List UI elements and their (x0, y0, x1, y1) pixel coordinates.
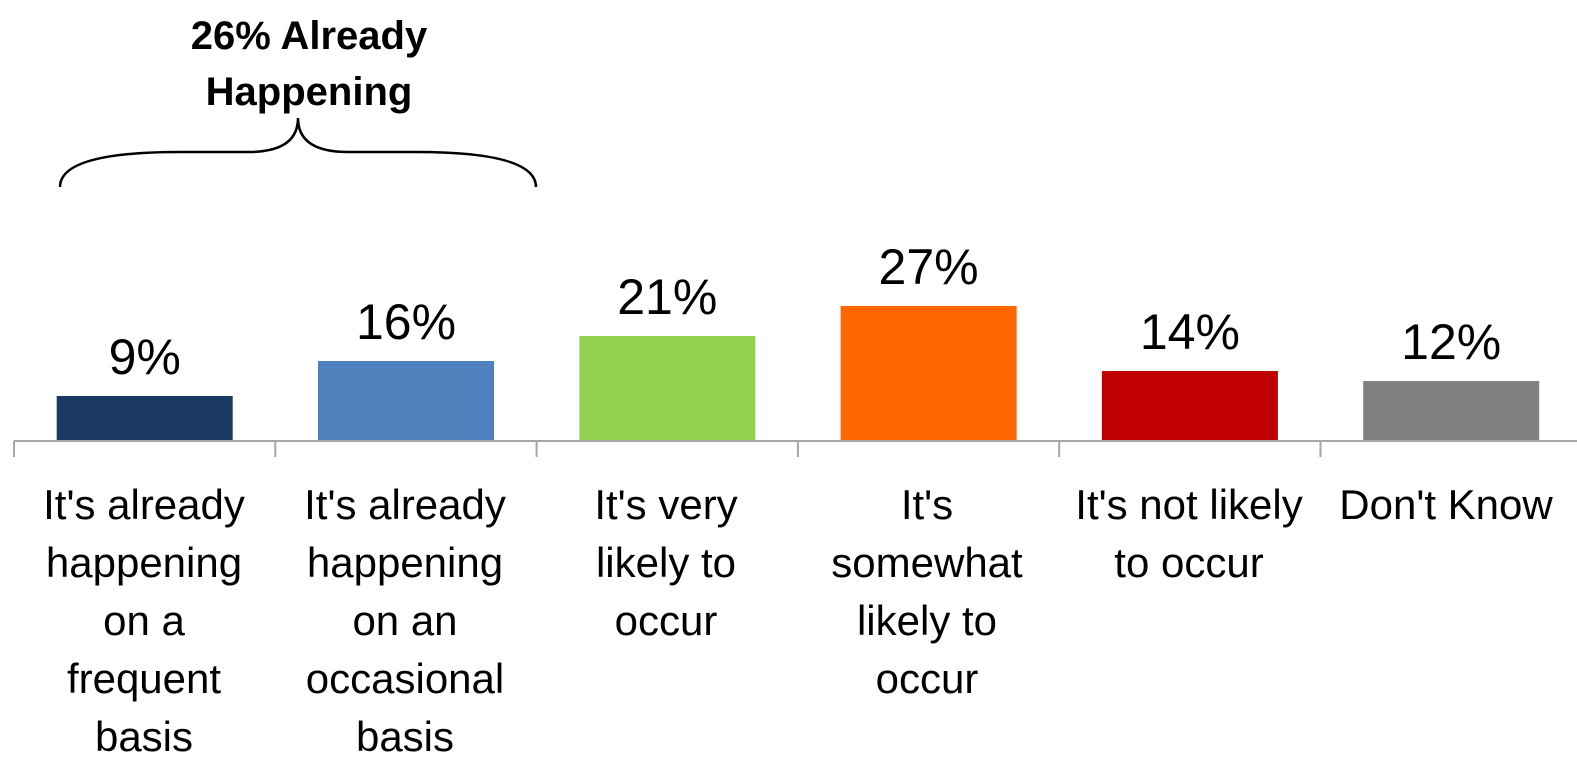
bar-2 (579, 336, 756, 441)
bar-1 (318, 361, 494, 441)
value-label-2: 21% (617, 269, 717, 325)
bar-5 (1363, 381, 1540, 441)
bar-3 (840, 306, 1017, 441)
category-label-somewhat-likely: It's somewhat likely to occur (831, 481, 1023, 702)
value-label-5: 12% (1401, 314, 1501, 370)
value-label-4: 14% (1140, 304, 1240, 360)
category-label-dont-know: Don't Know (1339, 481, 1553, 528)
bar-0 (56, 396, 233, 441)
value-label-3: 27% (879, 239, 979, 295)
value-label-0: 9% (109, 329, 181, 385)
value-labels-group: 9% 16% 21% 27% 14% 12% (109, 239, 1502, 385)
category-label-not-likely: It's not likely to occur (1075, 481, 1303, 586)
bar-4 (1101, 371, 1278, 441)
annotation-already-happening: 26% Already Happening (190, 14, 428, 114)
x-axis (13, 440, 1577, 457)
value-label-1: 16% (356, 294, 456, 350)
category-label-frequent: It's already happening on a frequent bas… (43, 481, 245, 760)
annotation-brace (58, 117, 538, 188)
category-label-very-likely: It's very likely to occur (594, 481, 738, 644)
bars-group (56, 306, 1540, 441)
category-label-occasional: It's already happening on an occasional … (304, 481, 506, 760)
